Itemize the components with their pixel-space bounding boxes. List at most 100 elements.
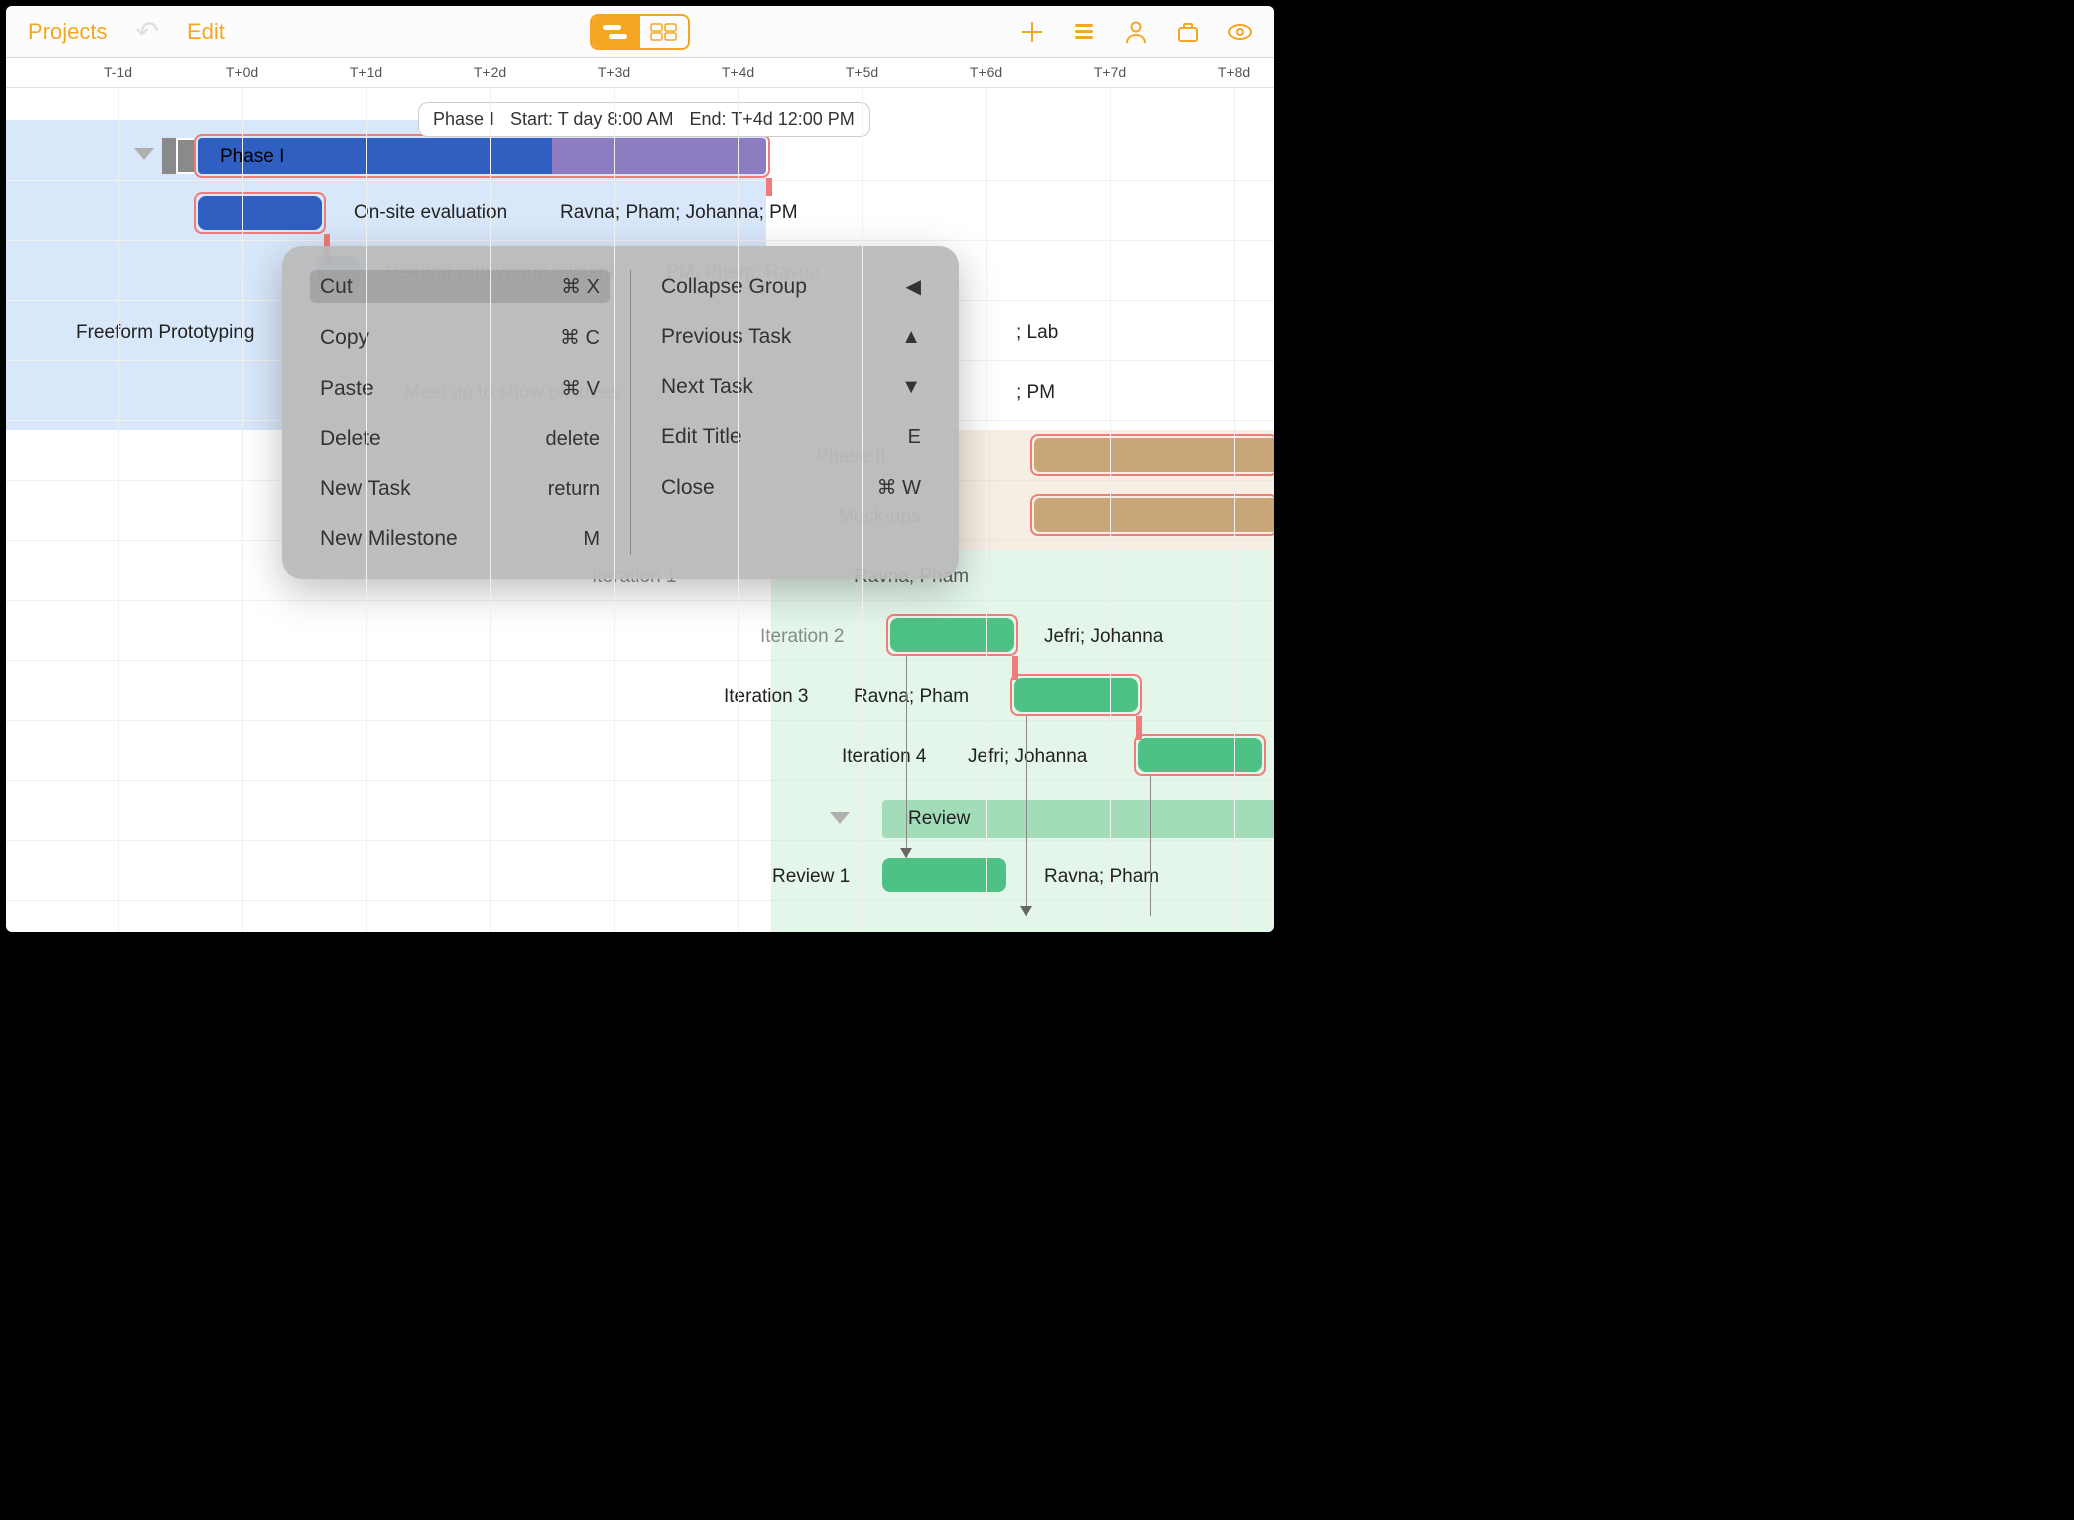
context-menu-item-shortcut: M — [583, 528, 600, 551]
context-menu-item[interactable]: Next Task ▼ — [651, 371, 931, 403]
gridline — [242, 88, 243, 932]
dep-line — [906, 656, 907, 858]
review-label: Review — [908, 808, 970, 830]
gridline — [1110, 88, 1111, 932]
iter2-label: Iteration 2 — [760, 626, 845, 648]
context-menu-item-label: Copy — [320, 326, 369, 350]
context-menu-item-label: Close — [661, 476, 715, 500]
onsite-eval-assignees: Ravna; Pham; Johanna; PM — [560, 202, 798, 224]
context-menu-item-label: Collapse Group — [661, 275, 807, 299]
dep-line — [1150, 776, 1151, 916]
context-menu-item-label: Edit Title — [661, 425, 742, 449]
person-icon[interactable] — [1122, 18, 1150, 46]
context-menu-item-label: New Milestone — [320, 527, 458, 551]
iter3-label: Iteration 3 — [724, 686, 809, 708]
iter3-assignees: Ravna; Pham — [854, 686, 969, 708]
iter4-label: Iteration 4 — [842, 746, 927, 768]
view-segmented-control[interactable] — [590, 14, 690, 50]
tooltip-end: End: T+4d 12:00 PM — [689, 109, 854, 130]
context-menu-item-shortcut: delete — [546, 428, 601, 451]
timeline-tick: T+4d — [722, 64, 754, 80]
list-icon[interactable] — [1070, 18, 1098, 46]
view-board-icon[interactable] — [640, 16, 688, 48]
app-frame: Projects ↶ Edit 2dT-1dT+0dT+1dT+2dT+3dT+… — [6, 6, 1274, 932]
gridline — [118, 88, 119, 932]
context-menu-item[interactable]: New Taskreturn — [310, 473, 610, 505]
context-menu-item[interactable]: New Milestone M — [310, 523, 610, 555]
review-disclosure-icon[interactable] — [830, 812, 850, 824]
dependency-connector — [766, 178, 772, 196]
timeline-tick: T+7d — [1094, 64, 1126, 80]
iter2-assignees: Jefri; Johanna — [1044, 626, 1163, 648]
add-icon[interactable] — [1018, 18, 1046, 46]
context-menu-item-shortcut: return — [548, 478, 600, 501]
context-menu-item-shortcut: ▼ — [901, 376, 921, 399]
context-menu-item-shortcut: ◀ — [906, 274, 921, 299]
context-menu-item-label: Previous Task — [661, 325, 791, 349]
context-menu-item[interactable]: Paste⌘ V — [310, 372, 610, 405]
context-menu-item-shortcut: ⌘ W — [877, 475, 921, 500]
context-menu-item-label: Next Task — [661, 375, 753, 399]
timeline-tick: T+5d — [846, 64, 878, 80]
context-menu: Cut ⌘ X Copy ⌘ C Paste⌘ V Delete delete New Tas… — [282, 246, 959, 579]
context-menu-item[interactable]: Previous Task ▲ — [651, 321, 931, 353]
review1-bar[interactable] — [882, 858, 1006, 892]
iter3-selection — [1010, 674, 1142, 716]
gridline — [366, 88, 367, 932]
onsite-eval-selection — [194, 192, 326, 234]
bracket-icon — [176, 138, 194, 174]
phase1-selection-outline — [194, 134, 770, 178]
context-menu-item[interactable]: Cut ⌘ X — [310, 270, 610, 303]
undo-icon: ↶ — [121, 15, 172, 48]
onsite-eval-label: On-site evaluation — [354, 202, 507, 224]
meetup-assignees: ; PM — [1016, 382, 1055, 404]
gridline — [1234, 88, 1235, 932]
context-menu-item-label: Cut — [320, 275, 353, 299]
toolbar: Projects ↶ Edit — [6, 6, 1274, 58]
timeline-tick: T-1d — [104, 64, 132, 80]
context-menu-item-shortcut: ▲ — [901, 326, 921, 349]
context-menu-item[interactable]: Delete delete — [310, 423, 610, 455]
context-menu-item-shortcut: ⌘ C — [560, 325, 600, 350]
review1-label: Review 1 — [772, 866, 850, 888]
arrowhead-icon — [900, 848, 912, 858]
gridline — [490, 88, 491, 932]
gridline — [862, 88, 863, 932]
tooltip-name: Phase I — [433, 109, 494, 130]
briefcase-icon[interactable] — [1174, 18, 1202, 46]
view-gantt-icon[interactable] — [592, 16, 640, 48]
task-tooltip: Phase I Start: T day 8:00 AM End: T+4d 1… — [418, 102, 870, 137]
gridline — [986, 88, 987, 932]
context-menu-item[interactable]: Edit Title E — [651, 421, 931, 453]
arrowhead-icon — [1020, 906, 1032, 916]
freeform-proto-label: Freeform Prototyping — [76, 322, 254, 344]
dep-line — [1026, 716, 1027, 916]
context-menu-item[interactable]: Copy ⌘ C — [310, 321, 610, 354]
iter4-selection — [1134, 734, 1266, 776]
phase1-disclosure-icon[interactable] — [134, 148, 154, 160]
context-menu-item[interactable]: Collapse Group ◀ — [651, 270, 931, 303]
gantt-chart[interactable]: Phase I On-site evaluation Ravna; Pham; … — [6, 88, 1274, 932]
mockups-selection — [1030, 494, 1274, 536]
iter2-selection — [886, 614, 1018, 656]
eye-icon[interactable] — [1226, 18, 1254, 46]
timeline-tick: T+3d — [598, 64, 630, 80]
timeline-tick: T+1d — [350, 64, 382, 80]
phase2-selection — [1030, 434, 1274, 476]
gridline — [738, 88, 739, 932]
timeline-ruler: 2dT-1dT+0dT+1dT+2dT+3dT+4dT+5dT+6dT+7dT+… — [6, 58, 1274, 88]
timeline-tick: T+8d — [1218, 64, 1250, 80]
context-menu-item-shortcut: E — [908, 426, 921, 449]
context-menu-item-label: Delete — [320, 427, 381, 451]
context-menu-item-shortcut: ⌘ X — [561, 274, 600, 299]
tooltip-start: Start: T day 8:00 AM — [510, 109, 673, 130]
edit-button[interactable]: Edit — [173, 13, 239, 51]
timeline-tick: T+0d — [226, 64, 258, 80]
context-menu-divider — [630, 270, 631, 555]
projects-button[interactable]: Projects — [14, 13, 121, 51]
review1-assignees: Ravna; Pham — [1044, 866, 1159, 888]
context-menu-item[interactable]: Close ⌘ W — [651, 471, 931, 504]
gridline — [614, 88, 615, 932]
context-menu-item-shortcut: ⌘ V — [561, 376, 600, 401]
timeline-tick: T+2d — [474, 64, 506, 80]
